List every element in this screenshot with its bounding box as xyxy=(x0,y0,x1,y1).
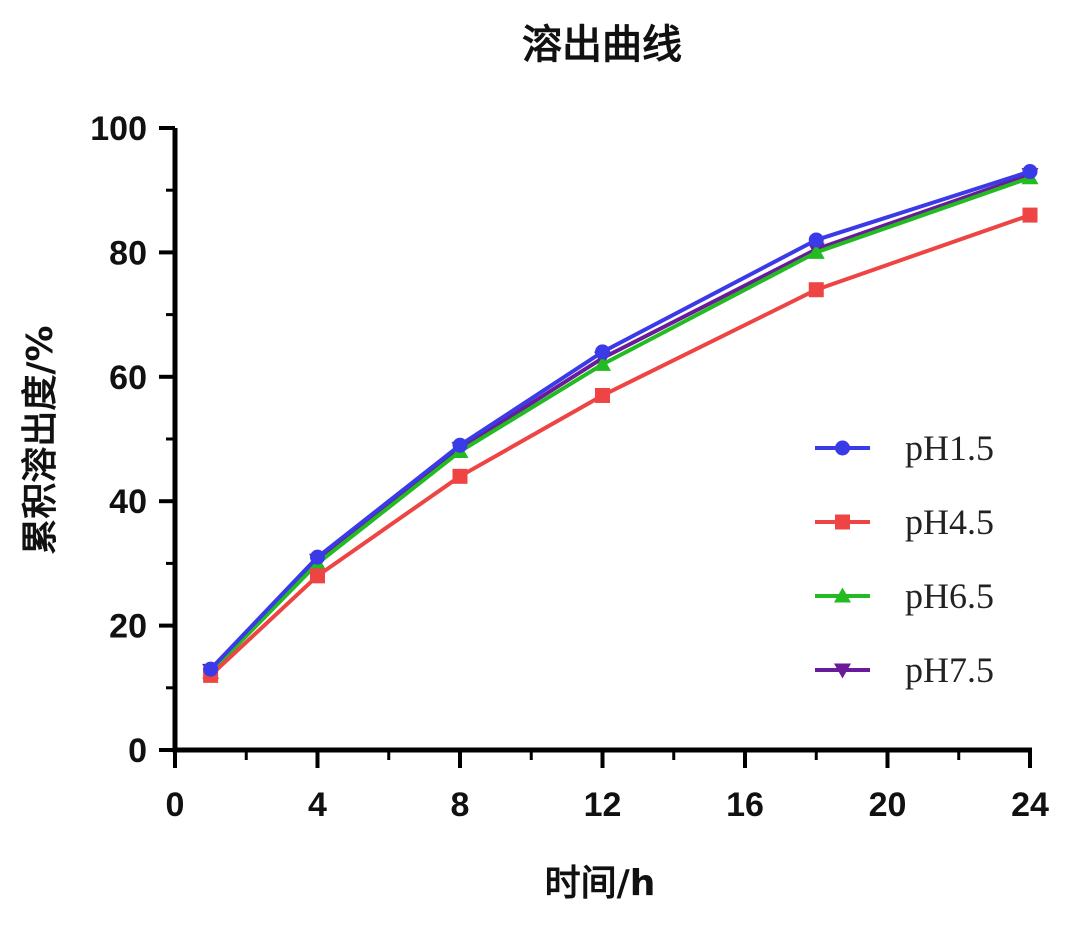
data-point xyxy=(452,437,468,453)
legend-marker xyxy=(834,663,851,679)
data-point xyxy=(310,549,325,565)
x-tick-label: 16 xyxy=(726,786,764,824)
legend-marker xyxy=(835,440,850,456)
y-tick-label: 80 xyxy=(109,234,147,272)
data-point xyxy=(1022,207,1038,223)
chart-title: 溶出曲线 xyxy=(522,22,682,68)
legend-item-pH4.5: pH4.5 xyxy=(815,502,994,542)
data-point xyxy=(310,568,325,584)
series-pH4.5 xyxy=(203,207,1038,683)
data-point xyxy=(807,243,825,259)
legend-item-pH6.5: pH6.5 xyxy=(815,576,994,616)
series-pH1.5 xyxy=(203,164,1038,677)
x-tick-label: 20 xyxy=(869,786,907,824)
y-tick-label: 100 xyxy=(90,110,147,148)
x-tick-label: 4 xyxy=(308,786,327,824)
y-tick-label: 60 xyxy=(109,359,147,397)
series-line xyxy=(209,213,1031,677)
series-line xyxy=(209,169,1031,671)
legend-label: pH7.5 xyxy=(905,650,994,690)
data-series xyxy=(202,164,1039,683)
y-tick-label: 0 xyxy=(128,732,147,770)
legend-marker xyxy=(834,587,851,603)
legend-item-pH7.5: pH7.5 xyxy=(815,650,994,690)
x-tick-label: 0 xyxy=(166,786,185,824)
axis-ticks: 0 20 40 60 80 100 0 4 8 12 16 20 24 xyxy=(90,110,1049,824)
data-point xyxy=(1022,164,1038,180)
series-line xyxy=(209,175,1031,674)
legend-label: pH6.5 xyxy=(905,576,994,616)
data-point xyxy=(594,355,611,371)
x-tick-label: 8 xyxy=(451,786,470,824)
legend-marker xyxy=(835,514,850,530)
x-axis-label: 时间/h xyxy=(545,863,656,904)
y-tick-label: 40 xyxy=(109,483,147,521)
data-point xyxy=(203,661,219,677)
x-tick-label: 12 xyxy=(584,786,622,824)
data-point xyxy=(595,344,610,360)
data-point xyxy=(808,232,824,248)
legend-item-pH1.5: pH1.5 xyxy=(815,428,994,468)
legend-label: pH4.5 xyxy=(905,502,994,542)
x-tick-label: 24 xyxy=(1011,786,1049,824)
data-point xyxy=(595,387,610,403)
legend: pH1.5 pH4.5 pH6.5 pH7.5 xyxy=(815,428,994,690)
data-point xyxy=(808,282,824,298)
y-tick-label: 20 xyxy=(109,608,147,646)
y-axis-label: 累积溶出度/% xyxy=(20,325,61,554)
legend-label: pH1.5 xyxy=(905,428,994,468)
data-point xyxy=(452,468,468,484)
